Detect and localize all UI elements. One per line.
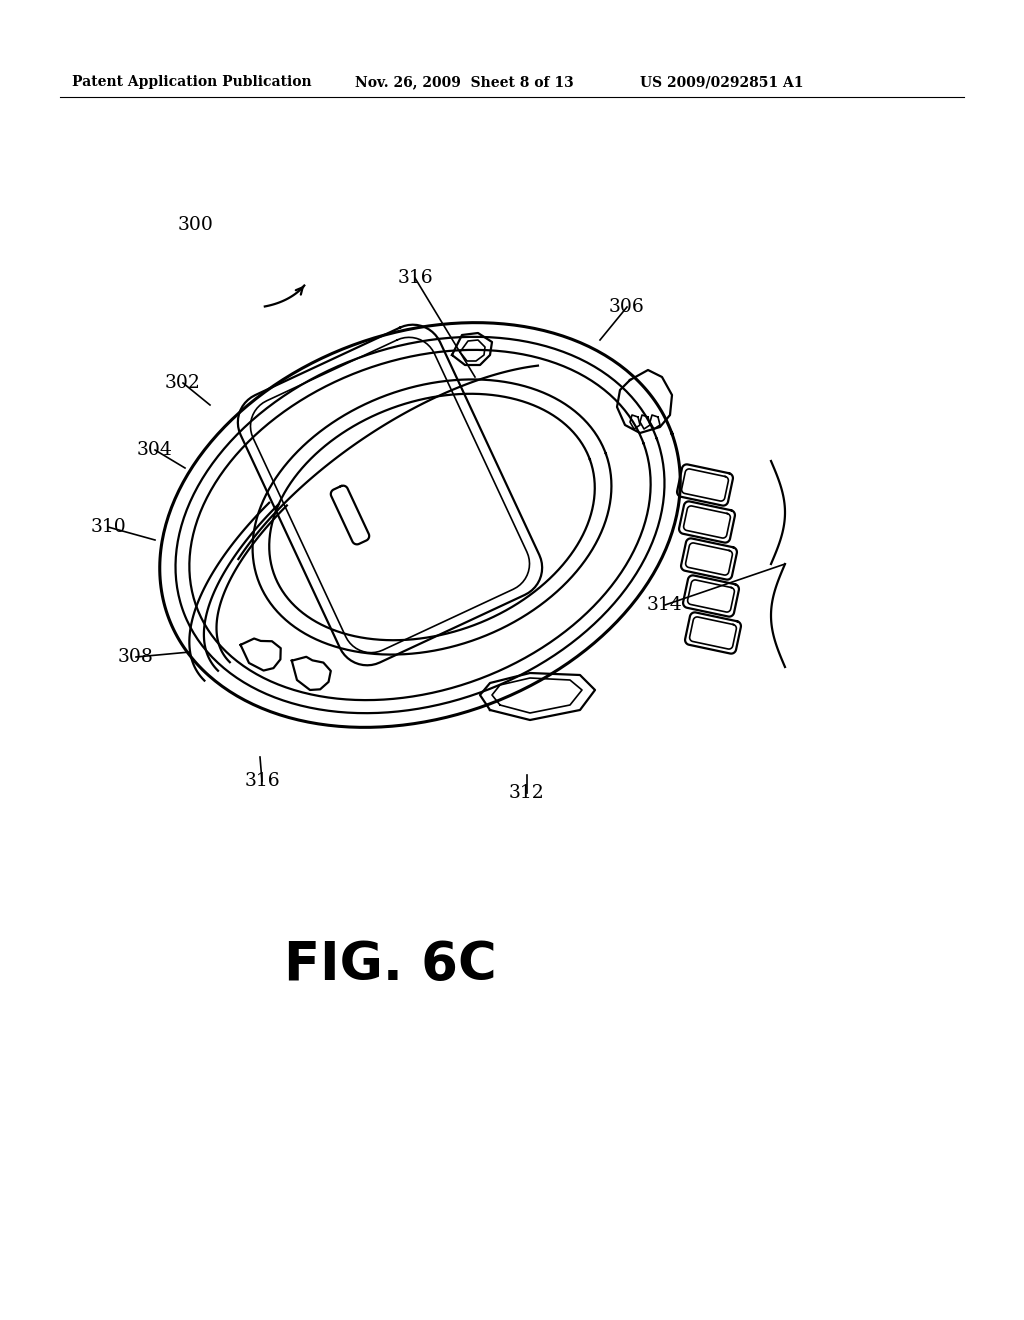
Text: 306: 306 bbox=[609, 298, 645, 315]
Text: 316: 316 bbox=[244, 772, 280, 789]
Text: 310: 310 bbox=[90, 517, 126, 536]
Text: 312: 312 bbox=[509, 784, 545, 803]
Text: 304: 304 bbox=[137, 441, 173, 459]
Text: Patent Application Publication: Patent Application Publication bbox=[72, 75, 311, 88]
Text: 314: 314 bbox=[647, 597, 683, 614]
Text: FIG. 6C: FIG. 6C bbox=[284, 939, 497, 991]
Text: 302: 302 bbox=[165, 374, 201, 392]
Text: 300: 300 bbox=[178, 216, 214, 234]
Text: 316: 316 bbox=[397, 269, 433, 286]
Text: US 2009/0292851 A1: US 2009/0292851 A1 bbox=[640, 75, 804, 88]
Text: 308: 308 bbox=[118, 648, 154, 667]
Text: Nov. 26, 2009  Sheet 8 of 13: Nov. 26, 2009 Sheet 8 of 13 bbox=[355, 75, 573, 88]
